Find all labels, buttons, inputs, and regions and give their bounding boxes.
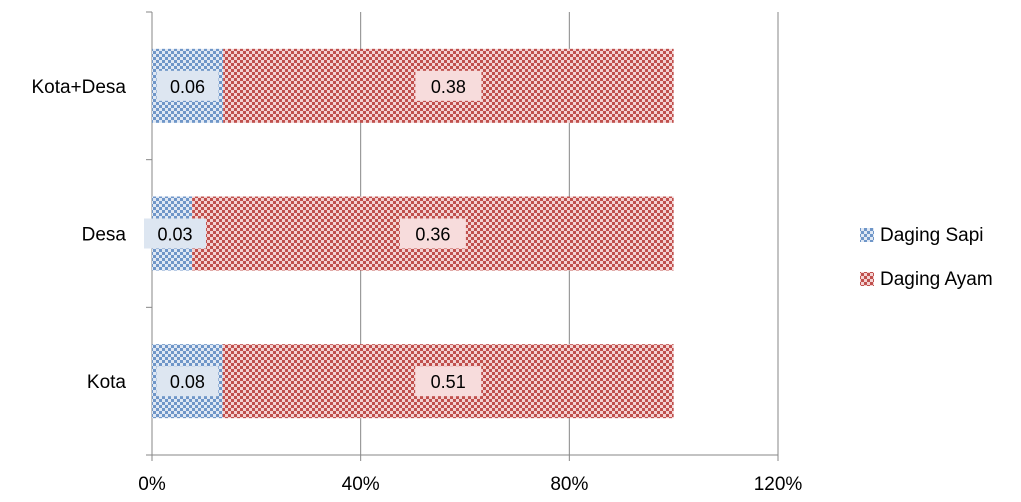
x-tick-label: 0% (138, 474, 166, 495)
data-label: 0.38 (431, 77, 466, 97)
data-label-box (399, 218, 466, 249)
category-label: Desa (82, 225, 127, 246)
x-tick-label: 40% (342, 474, 380, 495)
data-label-box (415, 366, 482, 397)
data-label: 0.08 (170, 372, 205, 392)
x-tick-label: 120% (754, 474, 803, 495)
data-label: 0.03 (157, 225, 192, 245)
category-label: Kota (87, 372, 127, 393)
legend: Daging Sapi Daging Ayam (860, 225, 993, 290)
data-label: 0.06 (170, 77, 205, 97)
data-label-box (156, 366, 219, 397)
legend-swatch (860, 228, 874, 242)
data-label: 0.36 (415, 225, 450, 245)
legend-label: Daging Ayam (880, 269, 993, 290)
data-labels: 0.06 0.38 0.03 0.36 0.08 0.51 (144, 70, 482, 397)
data-label-box (415, 70, 482, 101)
x-tick-label: 80% (550, 474, 588, 495)
category-label: Kota+Desa (31, 77, 126, 98)
data-label-box (156, 70, 219, 101)
legend-label: Daging Sapi (880, 225, 984, 246)
data-label-box (144, 218, 206, 249)
data-label: 0.51 (431, 372, 466, 392)
legend-swatch (860, 272, 874, 286)
